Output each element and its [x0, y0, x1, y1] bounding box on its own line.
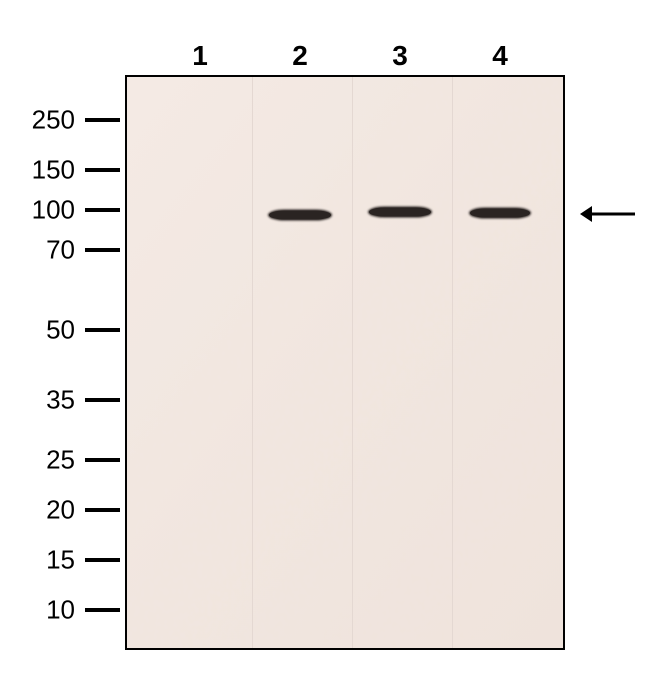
mw-label: 70 [46, 235, 75, 266]
mw-tick [85, 168, 120, 172]
lane-divider [352, 77, 353, 648]
mw-label: 35 [46, 385, 75, 416]
protein-band [269, 211, 331, 220]
mw-tick [85, 558, 120, 562]
arrow-shaft [592, 213, 635, 216]
blot-background [127, 77, 563, 648]
mw-label: 250 [32, 105, 75, 136]
lane-label: 4 [492, 40, 508, 72]
lane-label: 3 [392, 40, 408, 72]
mw-tick [85, 608, 120, 612]
mw-label: 20 [46, 495, 75, 526]
western-blot: 1 2 3 4 250 150 100 70 50 35 25 20 15 10 [0, 0, 650, 679]
lane-divider [452, 77, 453, 648]
lane-label: 2 [292, 40, 308, 72]
mw-tick [85, 248, 120, 252]
mw-label: 10 [46, 595, 75, 626]
mw-tick [85, 208, 120, 212]
lane-divider [252, 77, 253, 648]
mw-tick [85, 508, 120, 512]
protein-band [470, 209, 530, 218]
target-arrow [580, 202, 635, 226]
mw-label: 150 [32, 155, 75, 186]
mw-tick [85, 458, 120, 462]
mw-label: 25 [46, 445, 75, 476]
mw-label: 50 [46, 315, 75, 346]
mw-tick [85, 398, 120, 402]
mw-tick [85, 328, 120, 332]
lane-label: 1 [192, 40, 208, 72]
arrow-head-icon [580, 206, 592, 222]
mw-label: 15 [46, 545, 75, 576]
mw-tick [85, 118, 120, 122]
mw-label: 100 [32, 195, 75, 226]
protein-band [369, 208, 431, 217]
blot-frame [125, 75, 565, 650]
